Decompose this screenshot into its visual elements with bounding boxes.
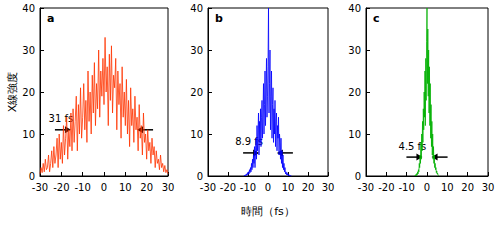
svg-text:0: 0 — [197, 171, 203, 182]
svg-text:20: 20 — [140, 182, 153, 193]
svg-text:10: 10 — [282, 182, 295, 193]
svg-text:-30: -30 — [358, 182, 374, 193]
svg-text:30: 30 — [162, 182, 175, 193]
svg-text:30: 30 — [348, 45, 361, 56]
svg-text:30: 30 — [22, 45, 35, 56]
svg-text:40: 40 — [22, 3, 35, 14]
svg-text:c: c — [373, 12, 380, 25]
svg-text:0: 0 — [355, 171, 361, 182]
svg-text:8.9 fs: 8.9 fs — [235, 136, 263, 148]
svg-text:10: 10 — [348, 129, 361, 140]
svg-text:時間（fs）: 時間（fs） — [241, 205, 295, 218]
svg-text:0: 0 — [101, 182, 107, 193]
svg-text:4.5 fs: 4.5 fs — [398, 140, 427, 152]
svg-text:30: 30 — [190, 45, 203, 56]
svg-text:-10: -10 — [240, 182, 256, 193]
svg-text:X線強度: X線強度 — [6, 72, 19, 113]
svg-text:20: 20 — [302, 182, 315, 193]
svg-text:b: b — [215, 12, 223, 25]
svg-text:20: 20 — [461, 182, 474, 193]
svg-text:a: a — [47, 12, 54, 25]
svg-text:-20: -20 — [378, 182, 394, 193]
svg-text:20: 20 — [190, 87, 203, 98]
svg-text:10: 10 — [190, 129, 203, 140]
svg-text:-10: -10 — [398, 182, 414, 193]
svg-text:31 fs: 31 fs — [49, 113, 74, 124]
svg-text:20: 20 — [348, 87, 361, 98]
svg-text:10: 10 — [119, 182, 132, 193]
svg-text:10: 10 — [441, 182, 454, 193]
svg-text:-30: -30 — [200, 182, 216, 193]
svg-text:20: 20 — [22, 87, 35, 98]
svg-text:40: 40 — [190, 3, 203, 14]
svg-text:30: 30 — [482, 182, 495, 193]
svg-text:-10: -10 — [74, 182, 90, 193]
svg-text:0: 0 — [424, 182, 430, 193]
svg-text:-20: -20 — [220, 182, 236, 193]
svg-text:0: 0 — [29, 171, 35, 182]
svg-text:-30: -30 — [32, 182, 48, 193]
svg-text:30: 30 — [322, 182, 335, 193]
svg-text:10: 10 — [22, 129, 35, 140]
svg-text:-20: -20 — [53, 182, 69, 193]
svg-text:0: 0 — [265, 182, 271, 193]
svg-text:40: 40 — [348, 3, 361, 14]
